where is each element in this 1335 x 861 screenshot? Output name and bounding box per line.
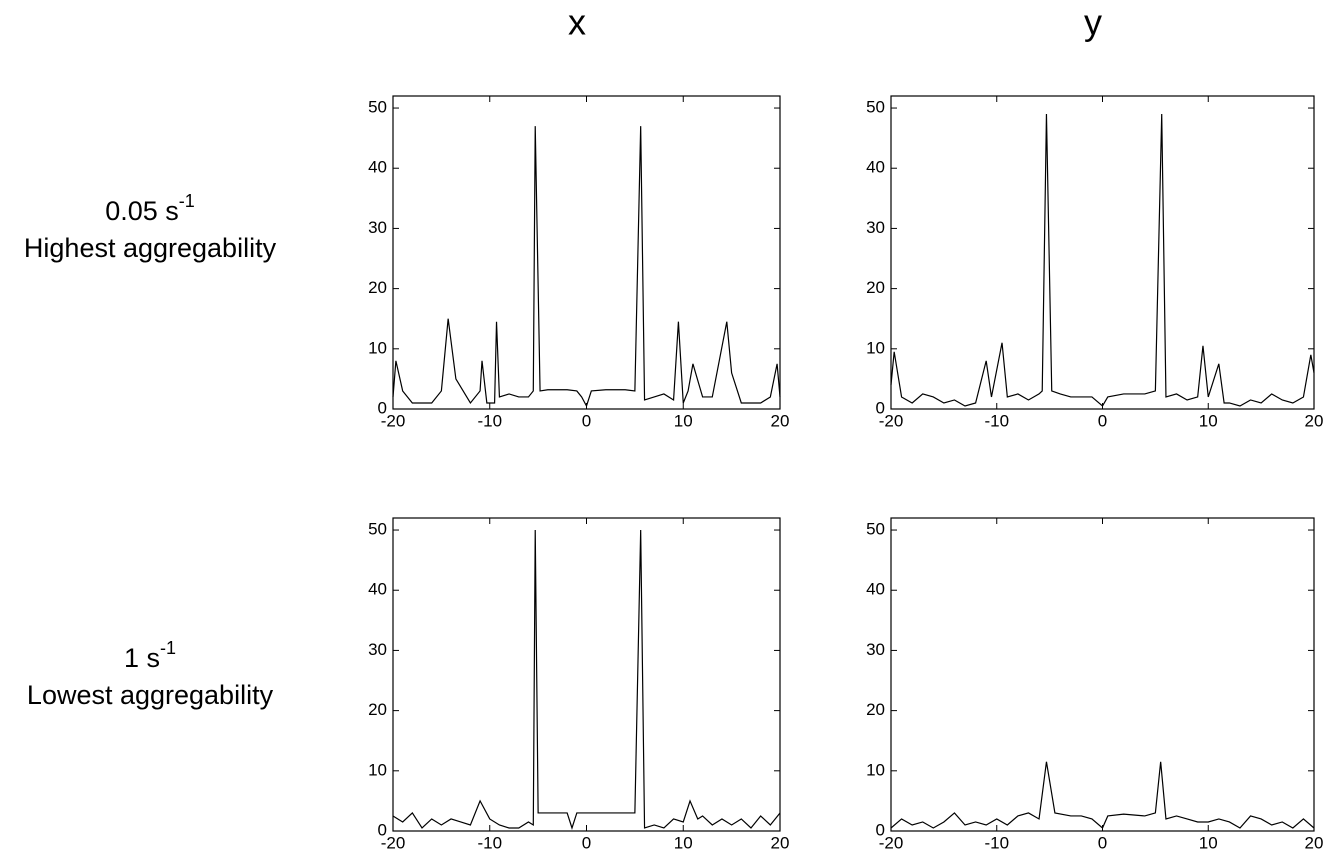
x-tick-label: 10 (674, 833, 693, 852)
x-tick-label: -10 (984, 411, 1009, 430)
x-tick-label: 0 (582, 411, 591, 430)
row-description: Lowest aggregability (27, 680, 274, 710)
x-tick-label: 10 (1199, 833, 1218, 852)
x-tick-label: 20 (771, 411, 790, 430)
x-tick-label: -20 (381, 833, 406, 852)
rate: 0.05 s (105, 196, 179, 226)
y-tick-label: 30 (368, 218, 387, 237)
y-tick-label: 10 (866, 338, 885, 357)
y-tick-label: 50 (368, 520, 387, 539)
rate-exponent: -1 (160, 638, 176, 658)
rate-exponent: -1 (179, 191, 195, 211)
x-tick-label: 0 (582, 833, 591, 852)
axes-box (392, 517, 781, 832)
data-line (392, 126, 781, 408)
y-tick-label: 20 (368, 278, 387, 297)
y-tick-label: 0 (876, 820, 885, 839)
row-rate: 0.05 s-1 (105, 191, 195, 226)
y-tick-label: 50 (368, 98, 387, 117)
row-description: Highest aggregability (24, 233, 277, 263)
x-tick-label: -20 (879, 411, 904, 430)
y-tick-label: 10 (368, 338, 387, 357)
data-line (890, 761, 1315, 829)
y-tick-label: 20 (866, 278, 885, 297)
y-tick-label: 40 (866, 158, 885, 177)
x-tick-label: -10 (477, 411, 502, 430)
y-tick-label: 0 (876, 398, 885, 417)
x-tick-label: -20 (381, 411, 406, 430)
y-tick-label: 50 (866, 98, 885, 117)
y-tick-label: 30 (866, 218, 885, 237)
x-tick-label: 20 (771, 833, 790, 852)
data-line (890, 114, 1315, 407)
x-tick-label: 10 (674, 411, 693, 430)
y-tick-label: 40 (866, 580, 885, 599)
x-tick-label: 0 (1098, 833, 1107, 852)
axes-box (890, 517, 1315, 832)
y-tick-label: 0 (378, 820, 387, 839)
x-tick-label: 20 (1305, 411, 1324, 430)
row-rate: 1 s-1 (124, 638, 176, 673)
x-tick-label: 0 (1098, 411, 1107, 430)
y-tick-label: 0 (378, 398, 387, 417)
y-tick-label: 10 (368, 760, 387, 779)
x-tick-label: -10 (984, 833, 1009, 852)
y-tick-label: 40 (368, 580, 387, 599)
y-tick-label: 10 (866, 760, 885, 779)
x-tick-label: -20 (879, 833, 904, 852)
x-tick-label: -10 (477, 833, 502, 852)
axes-box (392, 95, 781, 410)
column-label: y (1084, 2, 1102, 43)
y-tick-label: 40 (368, 158, 387, 177)
rate: 1 s (124, 643, 160, 673)
axes-box (890, 95, 1315, 410)
x-tick-label: 10 (1199, 411, 1218, 430)
data-line (392, 530, 781, 830)
y-tick-label: 20 (866, 700, 885, 719)
x-tick-label: 20 (1305, 833, 1324, 852)
column-label: x (568, 2, 586, 43)
y-tick-label: 20 (368, 700, 387, 719)
y-tick-label: 30 (866, 640, 885, 659)
y-tick-label: 30 (368, 640, 387, 659)
y-tick-label: 50 (866, 520, 885, 539)
